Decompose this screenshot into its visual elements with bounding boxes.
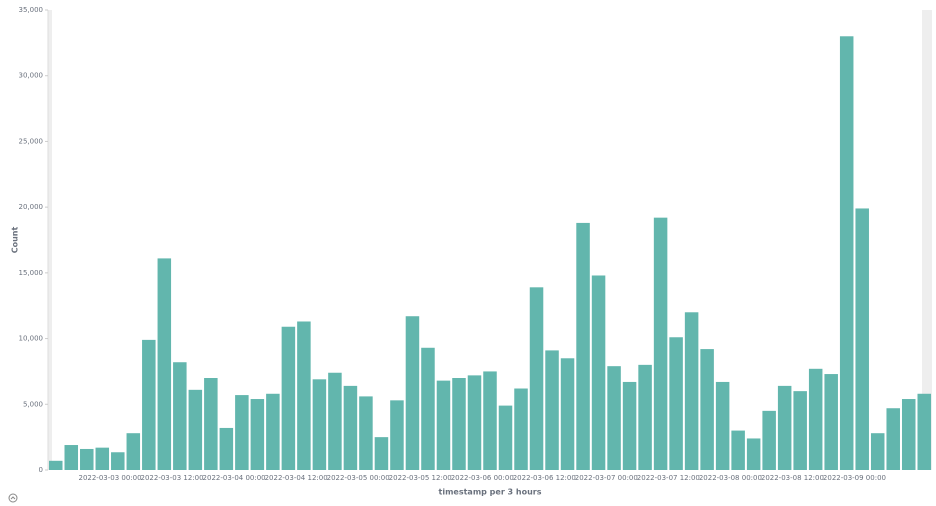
bar xyxy=(95,447,110,470)
x-tick-label: 2022-03-05 00:00 xyxy=(327,474,390,482)
y-axis-title: Count xyxy=(11,227,20,254)
x-tick-label: 2022-03-07 12:00 xyxy=(637,474,700,482)
bar xyxy=(235,395,249,470)
bar xyxy=(312,379,327,470)
x-tick-label: 2022-03-08 12:00 xyxy=(761,474,824,482)
bar xyxy=(49,460,63,470)
bar xyxy=(64,445,79,470)
bar xyxy=(374,437,389,470)
bar xyxy=(824,374,838,470)
bar xyxy=(405,316,420,470)
bar xyxy=(684,312,699,470)
bar xyxy=(142,339,156,470)
y-tick-label: 20,000 xyxy=(19,203,44,211)
bar xyxy=(514,388,528,470)
x-tick-label: 2022-03-03 12:00 xyxy=(141,474,204,482)
bar xyxy=(808,368,823,470)
bar xyxy=(467,375,482,470)
y-tick-label: 30,000 xyxy=(19,72,44,80)
y-tick-label: 5,000 xyxy=(23,400,43,408)
bar xyxy=(126,433,141,470)
x-tick-label: 2022-03-07 00:00 xyxy=(575,474,638,482)
bar xyxy=(870,433,885,470)
toggle-icon[interactable] xyxy=(8,493,18,503)
bar xyxy=(762,410,776,470)
bar xyxy=(715,381,730,470)
partial-bucket-left xyxy=(48,10,52,470)
bar xyxy=(111,452,125,470)
y-tick-label: 10,000 xyxy=(19,335,44,343)
bar xyxy=(266,393,280,470)
y-tick-label: 0 xyxy=(39,466,43,474)
bar xyxy=(839,36,854,471)
x-tick-label: 2022-03-05 12:00 xyxy=(389,474,452,482)
bar xyxy=(607,366,621,470)
bar xyxy=(529,287,544,470)
bar xyxy=(219,427,234,470)
bar xyxy=(669,337,683,470)
bar xyxy=(498,405,513,470)
bar xyxy=(281,326,296,470)
bar xyxy=(328,372,342,470)
x-tick-label: 2022-03-06 00:00 xyxy=(451,474,514,482)
y-tick-label: 35,000 xyxy=(19,6,44,14)
x-tick-label: 2022-03-04 12:00 xyxy=(265,474,328,482)
x-tick-label: 2022-03-09 00:00 xyxy=(823,474,886,482)
bar xyxy=(700,349,714,470)
y-tick-label: 15,000 xyxy=(19,269,44,277)
bar xyxy=(653,217,668,470)
bar xyxy=(917,393,931,470)
bar xyxy=(204,378,218,470)
bar xyxy=(359,396,373,470)
bar xyxy=(188,389,203,470)
bar xyxy=(297,321,311,470)
bar xyxy=(390,400,404,470)
x-axis-title: timestamp per 3 hours xyxy=(439,488,542,497)
bar xyxy=(483,371,497,470)
bar xyxy=(855,208,869,470)
bar xyxy=(80,448,94,470)
bar xyxy=(731,430,745,470)
bar xyxy=(421,347,435,470)
bar xyxy=(452,378,466,470)
bar xyxy=(576,222,590,470)
bar xyxy=(545,350,559,470)
bar xyxy=(157,258,172,470)
bar xyxy=(886,408,900,470)
bar xyxy=(591,275,606,470)
bar xyxy=(250,399,265,470)
bar xyxy=(793,391,807,470)
bar xyxy=(638,364,652,470)
bar xyxy=(173,362,187,470)
bar xyxy=(343,385,358,470)
toggle-icon-arrow xyxy=(10,496,16,500)
bar xyxy=(560,358,575,470)
bar xyxy=(777,385,792,470)
x-tick-label: 2022-03-08 00:00 xyxy=(699,474,762,482)
y-tick-label: 25,000 xyxy=(19,137,44,145)
bar xyxy=(436,380,451,470)
bar xyxy=(622,381,637,470)
bar xyxy=(901,399,916,470)
partial-bucket-right xyxy=(922,10,932,470)
x-tick-label: 2022-03-04 00:00 xyxy=(203,474,266,482)
x-tick-label: 2022-03-03 00:00 xyxy=(78,474,141,482)
bar xyxy=(746,438,761,470)
x-tick-label: 2022-03-06 12:00 xyxy=(513,474,576,482)
